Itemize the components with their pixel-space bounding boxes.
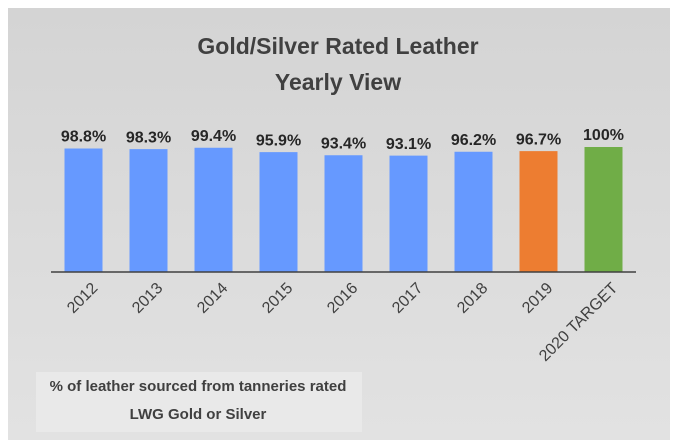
- data-label: 95.9%: [256, 132, 301, 149]
- data-label: 98.8%: [61, 129, 106, 146]
- bar: [454, 151, 493, 272]
- data-label: 100%: [583, 127, 624, 144]
- data-label: 96.2%: [451, 132, 496, 149]
- bar: [584, 147, 623, 272]
- bar: [129, 149, 168, 272]
- bar: [389, 155, 428, 272]
- data-label: 93.1%: [386, 136, 431, 153]
- data-label: 99.4%: [191, 128, 236, 145]
- data-label: 93.4%: [321, 135, 366, 152]
- data-label: 96.7%: [516, 131, 561, 148]
- chart-title: Gold/Silver Rated Leather: [197, 33, 478, 59]
- data-label: 98.3%: [126, 129, 171, 146]
- chart-title: Yearly View: [275, 69, 401, 95]
- annotation-box: [36, 372, 362, 432]
- bar: [259, 152, 298, 272]
- annotation: % of leather sourced from tanneries rate…: [50, 378, 347, 395]
- annotation: LWG Gold or Silver: [130, 406, 267, 423]
- bar: [194, 147, 233, 272]
- bar: [324, 155, 363, 272]
- bar: [64, 148, 103, 272]
- bar: [519, 151, 558, 272]
